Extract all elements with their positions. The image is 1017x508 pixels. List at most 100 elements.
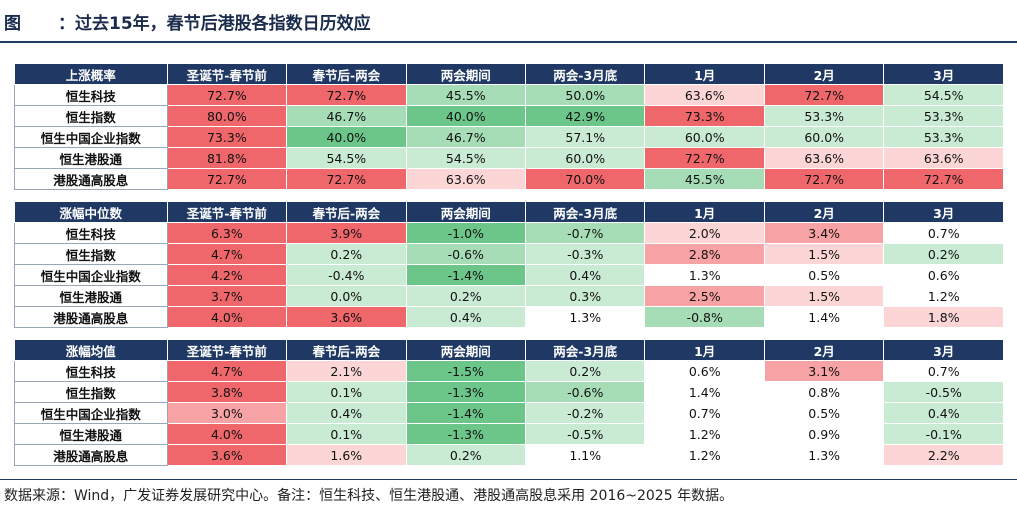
table-row: 恒生中国企业指数 73.3% 40.0% 46.7% 57.1% 60.0% 60.0% 53…	[14, 126, 1004, 148]
value-cell: 72.7%	[286, 168, 407, 190]
row-label: 恒生中国企业指数	[14, 126, 168, 148]
value-cell: 63.6%	[405, 168, 527, 190]
value-cell: 72.7%	[883, 168, 1004, 190]
value-cell: 2.8%	[644, 243, 765, 265]
mean-return-table: 涨幅均值 圣诞节-春节前 春节后-两会 两会期间 两会-3月底 1月 2月 3月 恒生科技 4.7…	[14, 340, 1004, 466]
value-cell: 0.7%	[644, 402, 765, 424]
table-row: 港股通高股息 72.7% 72.7% 63.6% 70.0% 45.5% 72.7% 72.7…	[14, 168, 1004, 190]
value-cell: 63.6%	[644, 84, 765, 106]
row-label: 恒生科技	[14, 84, 168, 106]
table-header-row: 涨幅均值 圣诞节-春节前 春节后-两会 两会期间 两会-3月底 1月 2月 3月	[14, 340, 1004, 361]
table-header-row: 涨幅中位数 圣诞节-春节前 春节后-两会 两会期间 两会-3月底 1月 2月 3月	[14, 202, 1004, 223]
column-header: 圣诞节-春节前	[166, 340, 288, 361]
column-header: 3月	[883, 340, 1004, 361]
row-label: 恒生港股通	[14, 285, 168, 307]
value-cell: 0.2%	[286, 243, 407, 265]
page-title: 图 ：过去15年，春节后港股各指数日历效应	[4, 9, 371, 34]
value-cell: -0.7%	[525, 222, 646, 244]
table-row: 恒生指数 4.7% 0.2% -0.6% -0.3% 2.8% 1.5% 0.2%	[14, 243, 1004, 265]
value-cell: 40.0%	[286, 126, 407, 148]
value-cell: 73.3%	[644, 105, 765, 127]
value-cell: 72.7%	[763, 168, 885, 190]
value-cell: 3.6%	[286, 306, 407, 328]
value-cell: 45.5%	[644, 168, 765, 190]
value-cell: -1.4%	[405, 402, 527, 424]
value-cell: 4.7%	[166, 243, 288, 265]
row-label: 恒生指数	[14, 381, 168, 403]
value-cell: 72.7%	[644, 147, 765, 169]
row-label: 港股通高股息	[14, 306, 168, 328]
value-cell: 60.0%	[525, 147, 646, 169]
value-cell: 3.1%	[763, 360, 885, 382]
value-cell: 3.4%	[763, 222, 885, 244]
column-header: 圣诞节-春节前	[166, 64, 288, 85]
value-cell: 0.2%	[883, 243, 1004, 265]
table-row: 恒生科技 6.3% 3.9% -1.0% -0.7% 2.0% 3.4% 0.7%	[14, 222, 1004, 244]
value-cell: 0.2%	[405, 285, 527, 307]
value-cell: -0.6%	[525, 381, 646, 403]
value-cell: 3.7%	[166, 285, 288, 307]
table-header-row: 上涨概率 圣诞节-春节前 春节后-两会 两会期间 两会-3月底 1月 2月 3月	[14, 64, 1004, 85]
column-header: 1月	[644, 202, 765, 223]
value-cell: -0.3%	[525, 243, 646, 265]
value-cell: 3.6%	[166, 444, 288, 466]
value-cell: 2.2%	[883, 444, 1004, 466]
column-header: 2月	[763, 340, 885, 361]
value-cell: 1.6%	[286, 444, 407, 466]
value-cell: 53.3%	[763, 105, 885, 127]
value-cell: 0.5%	[763, 402, 885, 424]
value-cell: 4.2%	[166, 264, 288, 286]
value-cell: 57.1%	[525, 126, 646, 148]
value-cell: -1.5%	[405, 360, 527, 382]
column-header: 2月	[763, 64, 885, 85]
column-header: 3月	[883, 202, 1004, 223]
table-row: 恒生港股通 4.0% 0.1% -1.3% -0.5% 1.2% 0.9% -0.1%	[14, 423, 1004, 445]
column-header: 春节后-两会	[286, 64, 407, 85]
value-cell: 4.0%	[166, 306, 288, 328]
table-row: 恒生中国企业指数 4.2% -0.4% -1.4% 0.4% 1.3% 0.5% 0.6%	[14, 264, 1004, 286]
value-cell: -1.3%	[405, 423, 527, 445]
value-cell: 54.5%	[405, 147, 527, 169]
table-row: 恒生指数 80.0% 46.7% 40.0% 42.9% 73.3% 53.3% 53.3%	[14, 105, 1004, 127]
value-cell: 2.0%	[644, 222, 765, 244]
value-cell: 0.7%	[883, 360, 1004, 382]
value-cell: 2.1%	[286, 360, 407, 382]
value-cell: 0.4%	[405, 306, 527, 328]
value-cell: 0.7%	[883, 222, 1004, 244]
value-cell: -0.2%	[525, 402, 646, 424]
row-label: 恒生中国企业指数	[14, 402, 168, 424]
value-cell: 0.4%	[286, 402, 407, 424]
value-cell: 1.5%	[763, 285, 885, 307]
column-header: 两会期间	[405, 202, 527, 223]
value-cell: 63.6%	[763, 147, 885, 169]
value-cell: 46.7%	[405, 126, 527, 148]
value-cell: 54.5%	[286, 147, 407, 169]
row-label: 港股通高股息	[14, 444, 168, 466]
value-cell: 0.9%	[763, 423, 885, 445]
table-row: 港股通高股息 3.6% 1.6% 0.2% 1.1% 1.2% 1.3% 2.2%	[14, 444, 1004, 466]
value-cell: -0.1%	[883, 423, 1004, 445]
value-cell: 0.3%	[525, 285, 646, 307]
value-cell: 54.5%	[883, 84, 1004, 106]
row-label: 港股通高股息	[14, 168, 168, 190]
value-cell: 1.8%	[883, 306, 1004, 328]
value-cell: 0.0%	[286, 285, 407, 307]
row-label: 恒生科技	[14, 222, 168, 244]
table-row: 恒生指数 3.8% 0.1% -1.3% -0.6% 1.4% 0.8% -0.5%	[14, 381, 1004, 403]
value-cell: 1.2%	[644, 423, 765, 445]
column-header: 1月	[644, 340, 765, 361]
value-cell: -0.5%	[883, 381, 1004, 403]
column-header: 3月	[883, 64, 1004, 85]
value-cell: 50.0%	[525, 84, 646, 106]
value-cell: -0.5%	[525, 423, 646, 445]
value-cell: 0.1%	[286, 381, 407, 403]
value-cell: 1.2%	[644, 444, 765, 466]
value-cell: 0.4%	[525, 264, 646, 286]
value-cell: 1.4%	[763, 306, 885, 328]
column-header: 两会-3月底	[525, 340, 646, 361]
table-row: 恒生港股通 3.7% 0.0% 0.2% 0.3% 2.5% 1.5% 1.2%	[14, 285, 1004, 307]
value-cell: 3.9%	[286, 222, 407, 244]
column-header: 春节后-两会	[286, 202, 407, 223]
value-cell: 73.3%	[166, 126, 288, 148]
value-cell: 72.7%	[286, 84, 407, 106]
